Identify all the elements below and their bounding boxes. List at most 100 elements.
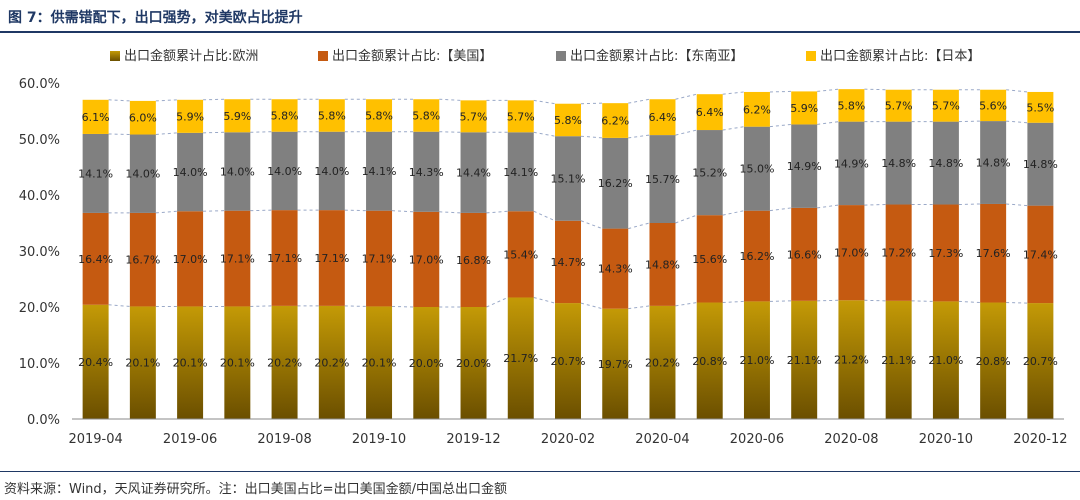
data-label-japan: 5.8% (837, 99, 865, 112)
bar-segment-us (318, 210, 345, 306)
bar-segment-us (460, 212, 487, 307)
connector-line-japan (675, 93, 697, 100)
bar-segment-japan (743, 91, 770, 127)
bar-segment-asean (318, 131, 345, 211)
data-label-japan: 5.7% (932, 100, 960, 113)
connector-line-eu (250, 305, 272, 307)
bar-segment-asean (602, 137, 629, 229)
bar-segment-japan (366, 99, 393, 132)
connector-line-asean (203, 131, 225, 134)
data-label-asean: 14.0% (314, 165, 349, 178)
connector-line-asean (439, 131, 461, 133)
connector-line-japan (203, 98, 225, 101)
bar-segment-eu (177, 306, 204, 419)
connector-line-asean (675, 129, 697, 136)
data-label-asean: 14.1% (362, 165, 397, 178)
data-label-japan: 5.9% (176, 110, 204, 123)
data-label-us: 17.3% (928, 247, 963, 260)
data-label-eu: 20.2% (314, 356, 349, 369)
connector-line-eu (108, 304, 130, 307)
data-label-us: 15.6% (692, 253, 727, 266)
data-label-eu: 20.1% (220, 357, 255, 370)
bar-segment-us (791, 207, 818, 301)
data-label-japan: 6.2% (743, 103, 771, 116)
data-label-japan: 5.5% (1026, 101, 1054, 114)
x-tick-label: 2019-04 (68, 432, 122, 447)
data-label-japan: 5.8% (554, 114, 582, 127)
connector-line-japan (533, 99, 556, 105)
connector-line-japan (155, 99, 178, 102)
x-tick-label: 2020-04 (635, 432, 689, 447)
connector-line-eu (533, 296, 556, 304)
connector-line-eu (486, 297, 508, 308)
data-label-asean: 15.2% (692, 167, 727, 180)
data-label-asean: 15.7% (645, 173, 680, 186)
connector-line-asean (580, 135, 603, 139)
connector-line-us (722, 210, 745, 216)
bar-segment-asean (82, 133, 109, 213)
data-label-us: 16.7% (125, 254, 160, 267)
data-label-japan: 5.8% (412, 109, 440, 122)
connector-line-us (203, 210, 225, 212)
bar-segment-asean (1027, 122, 1054, 206)
bar-segment-us (696, 215, 723, 303)
data-label-eu: 21.0% (739, 354, 774, 367)
connector-line-us (250, 209, 272, 212)
data-label-eu: 20.4% (78, 356, 113, 369)
data-label-japan: 5.7% (460, 110, 488, 123)
bar-segment-eu (649, 305, 676, 419)
legend-label-us: 出口金额累计占比:【美国】 (332, 48, 492, 64)
bar-segment-eu (696, 302, 723, 419)
bar-segment-japan (932, 89, 959, 122)
bar-segment-japan (177, 99, 204, 133)
connector-line-us (155, 210, 178, 214)
bar-segment-eu (1027, 303, 1054, 419)
data-label-eu: 20.7% (1023, 355, 1058, 368)
connector-line-us (769, 207, 792, 212)
data-label-us: 14.3% (598, 263, 633, 276)
connector-line-asean (769, 123, 792, 128)
bar-segment-eu (507, 297, 534, 419)
connector-line-eu (769, 300, 792, 302)
legend-swatch-eu (110, 51, 120, 61)
data-label-eu: 20.8% (692, 355, 727, 368)
data-label-us: 17.6% (976, 247, 1011, 260)
legend-label-eu: 出口金额累计占比:欧洲 (124, 48, 258, 64)
connector-line-asean (533, 131, 556, 137)
data-label-japan: 5.7% (885, 100, 913, 113)
connector-line-us (1006, 203, 1028, 207)
bar-segment-us (932, 204, 959, 302)
bar-segment-eu (602, 308, 629, 419)
connector-line-us (486, 210, 508, 214)
data-label-eu: 21.0% (928, 354, 963, 367)
data-label-us: 14.8% (645, 258, 680, 271)
x-tick-label: 2019-12 (446, 432, 500, 447)
bar-segment-japan (696, 94, 723, 131)
data-label-eu: 21.7% (503, 352, 538, 365)
bar-segment-japan (649, 99, 676, 136)
x-tick-label: 2019-10 (352, 432, 406, 447)
connector-line-asean (1006, 120, 1028, 124)
figure-header: 图 7：供需错配下，出口强势，对美欧占比提升 (0, 0, 1080, 34)
header-rule (0, 31, 1080, 33)
bar-segment-japan (980, 89, 1007, 122)
bar-segment-asean (838, 121, 865, 206)
source-note: 资料来源：Wind，天风证券研究所。注：出口美国占比=出口美国金额/中国总出口金… (4, 482, 507, 497)
x-tick-label: 2020-10 (919, 432, 973, 447)
x-axis: 2019-04 2019-06 2019-08 2019-10 2019-12 2020-… (68, 418, 1068, 447)
connector-line-asean (108, 133, 130, 136)
data-label-asean: 14.9% (834, 157, 869, 170)
connector-line-asean (250, 131, 272, 133)
data-label-asean: 15.0% (739, 163, 774, 176)
data-label-eu: 21.1% (787, 354, 822, 367)
bar-segment-eu (318, 305, 345, 419)
connector-line-eu (628, 305, 650, 310)
bar-segment-japan (318, 99, 345, 132)
y-tick-label: 50.0% (19, 133, 60, 148)
legend-swatch-japan (806, 51, 816, 61)
bar-segment-japan (555, 103, 581, 137)
bar-segment-eu (271, 305, 298, 419)
bar-segment-asean (507, 132, 534, 212)
bar-segment-asean (696, 130, 723, 216)
bar-segment-us (177, 211, 204, 307)
